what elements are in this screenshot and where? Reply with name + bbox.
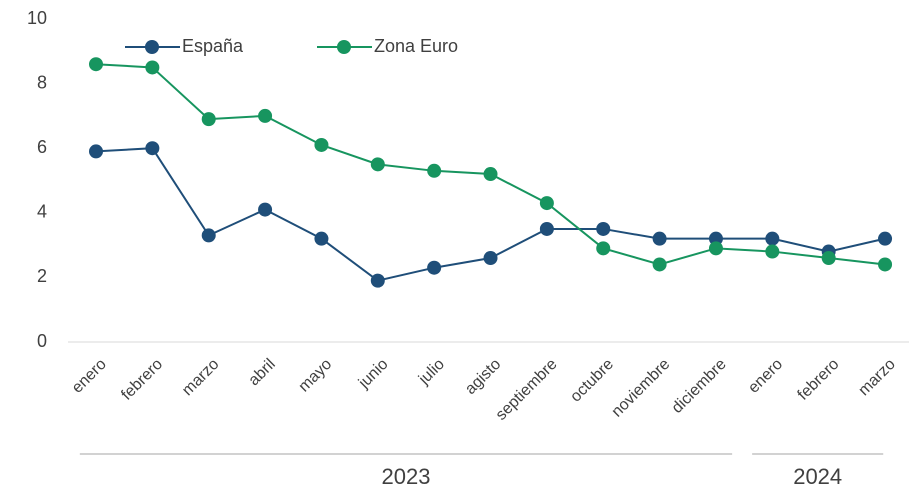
data-point (596, 241, 611, 256)
data-point (201, 228, 216, 243)
data-point (427, 260, 442, 275)
x-tick-label: noviembre (609, 356, 674, 421)
data-point (765, 244, 780, 259)
y-tick-label: 6 (37, 137, 47, 157)
data-point (483, 251, 498, 266)
x-tick-label: febrero (118, 356, 166, 404)
x-tick-label: junio (355, 356, 392, 393)
data-point (821, 251, 836, 266)
data-point (89, 144, 103, 159)
data-point (539, 221, 554, 236)
group-label: 2024 (793, 464, 842, 489)
x-tick-label: julio (415, 356, 448, 389)
data-point (596, 221, 611, 236)
legend-label: Zona Euro (374, 36, 458, 56)
x-tick-label: abril (245, 356, 278, 389)
data-point (878, 257, 893, 272)
x-tick-label: octubre (567, 356, 617, 406)
data-point (878, 231, 893, 246)
data-point (258, 202, 273, 217)
x-tick-label: marzo (179, 356, 223, 400)
data-point (652, 231, 667, 246)
legend-marker (337, 40, 351, 54)
x-tick-label: febrero (795, 356, 843, 404)
data-point (539, 196, 554, 211)
y-tick-label: 4 (37, 202, 47, 222)
data-point (258, 108, 273, 123)
data-point (201, 112, 216, 127)
data-point (89, 57, 103, 72)
data-point (765, 231, 780, 246)
data-point (427, 163, 442, 178)
x-tick-label: enero (745, 356, 786, 397)
data-point (370, 157, 385, 172)
y-tick-label: 10 (27, 8, 47, 28)
group-label: 2023 (382, 464, 431, 489)
x-tick-label: agisto (462, 356, 504, 398)
data-point (145, 141, 160, 156)
y-tick-label: 2 (37, 266, 47, 286)
data-point (708, 241, 723, 256)
data-point (314, 137, 329, 152)
x-tick-label: mayo (296, 356, 336, 396)
data-point (145, 60, 160, 75)
x-tick-label: diciembre (669, 356, 730, 417)
data-point (483, 167, 498, 182)
x-tick-label: marzo (855, 356, 899, 400)
legend-marker (145, 40, 159, 54)
x-tick-label: enero (69, 356, 110, 397)
legend-label: España (182, 36, 244, 56)
y-tick-label: 8 (37, 72, 47, 92)
data-point (652, 257, 667, 272)
x-tick-label: septiembre (493, 356, 561, 424)
data-point (708, 231, 723, 246)
y-tick-label: 0 (37, 331, 47, 351)
data-point (370, 273, 385, 288)
data-point (314, 231, 329, 246)
